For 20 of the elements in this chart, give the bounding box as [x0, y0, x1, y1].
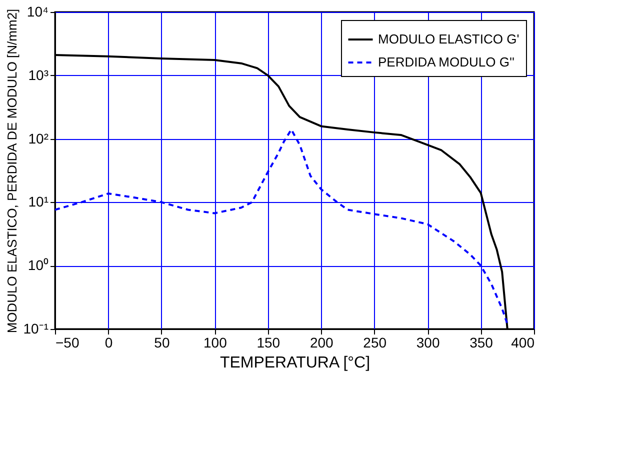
x-tick-label: 200: [310, 334, 334, 350]
x-tick-label: 50: [154, 334, 170, 350]
x-axis-title: TEMPERATURA [°C]: [220, 354, 370, 372]
x-tick-label: 150: [256, 334, 280, 350]
y-tick-label: 10²: [28, 130, 49, 146]
legend-label: PERDIDA MODULO G'': [378, 54, 514, 70]
x-tick-label: 300: [416, 334, 440, 350]
x-tick-label: 100: [203, 334, 228, 350]
y-tick-label: 10⁻¹: [23, 320, 49, 336]
y-tick-label: 10⁴: [26, 4, 48, 20]
x-tick-label: 400: [511, 334, 535, 350]
x-tick-label: 250: [363, 334, 387, 350]
x-tick-label: −50: [56, 334, 80, 350]
legend-label: MODULO ELASTICO G': [378, 32, 520, 46]
y-tick-label: 10¹: [28, 194, 49, 210]
y-axis-title: MODULO ELASTICO, PERDIDA DE MODULO [N/mm2]: [4, 8, 20, 334]
x-tick-label: 350: [470, 334, 494, 350]
x-tick-label: 0: [104, 334, 113, 350]
y-tick-label: 10³: [28, 66, 49, 83]
y-tick-label: 10⁰: [28, 257, 48, 274]
